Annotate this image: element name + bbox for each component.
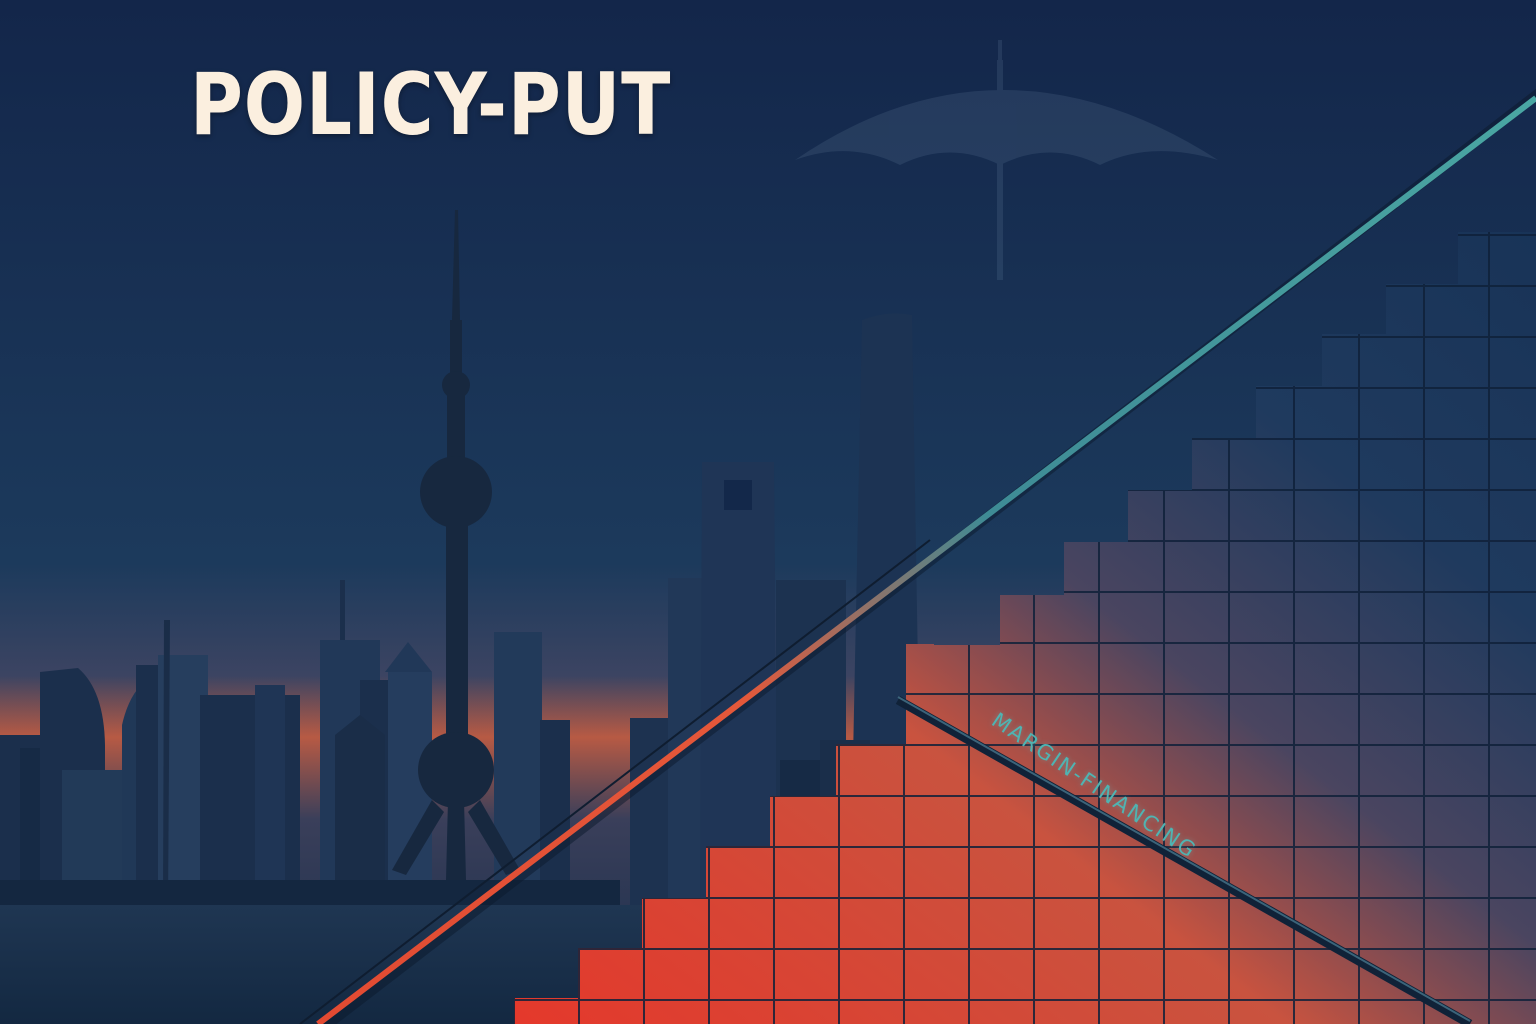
railing xyxy=(299,539,931,1024)
decline-line-highlight xyxy=(897,696,1471,1022)
umbrella-icon xyxy=(795,40,1218,280)
headline: POLICY-PUT xyxy=(190,55,672,155)
trend-line xyxy=(316,95,1536,1024)
decline-line xyxy=(895,696,1473,1024)
tv-tower xyxy=(392,210,520,880)
